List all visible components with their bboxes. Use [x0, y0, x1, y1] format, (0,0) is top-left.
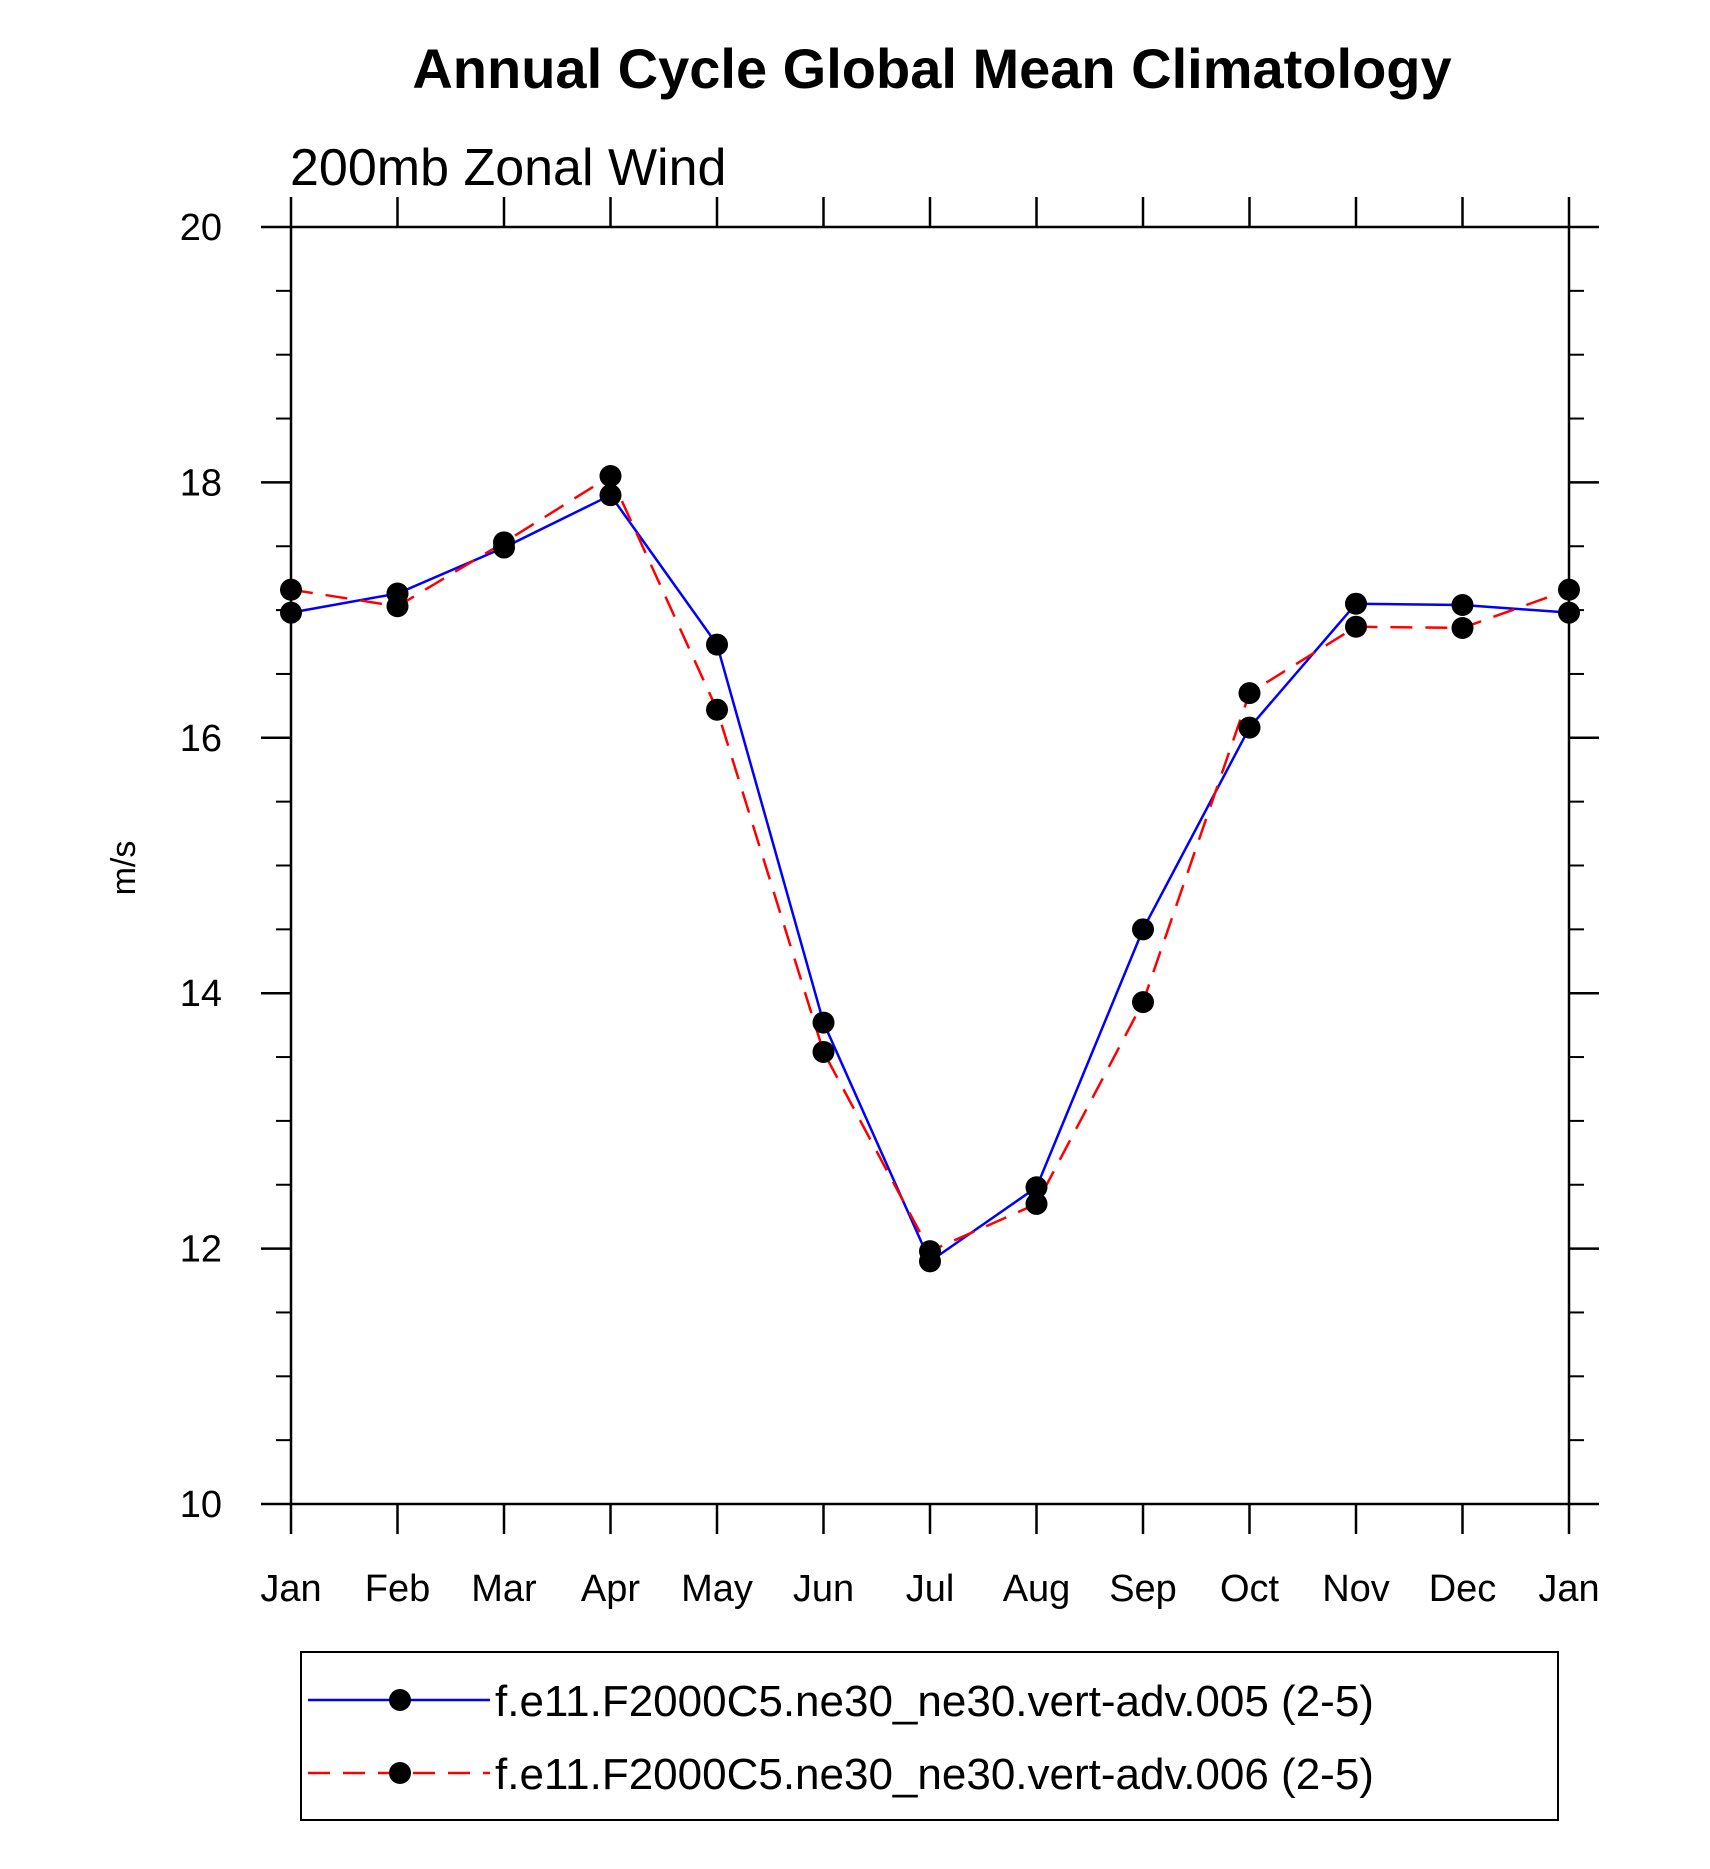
legend: f.e11.F2000C5.ne30_ne30.vert-adv.005 (2-…: [300, 1651, 1559, 1821]
data-point-series-2: [706, 698, 728, 721]
y-tick-label: 10: [180, 1484, 222, 1526]
legend-box: [300, 1651, 1559, 1821]
data-point-series-2: [1025, 1192, 1048, 1215]
data-point-series-2: [919, 1240, 941, 1263]
y-tick-label: 18: [180, 462, 222, 504]
data-point-series-1: [706, 633, 728, 656]
legend-label-series-2: f.e11.F2000C5.ne30_ne30.vert-adv.006 (2-…: [495, 1750, 1374, 1799]
y-tick-label: 14: [180, 973, 222, 1015]
data-point-series-1: [599, 484, 622, 507]
x-tick-label: Jun: [793, 1568, 854, 1610]
data-point-series-2: [1345, 615, 1367, 638]
data-point-series-1: [1132, 918, 1154, 941]
x-tick-label: Mar: [471, 1568, 537, 1610]
x-tick-label: Nov: [1322, 1568, 1390, 1610]
data-point-series-2: [599, 465, 622, 488]
x-tick-label: Jan: [260, 1568, 321, 1610]
x-tick-label: Dec: [1429, 1568, 1497, 1610]
x-tick-label: Jan: [1538, 1568, 1599, 1610]
data-point-series-1: [812, 1011, 835, 1034]
series-line-1: [290, 493, 1570, 1264]
x-tick-label: Oct: [1220, 1568, 1280, 1610]
y-axis-label: m/s: [105, 841, 143, 896]
series-line-2: [290, 474, 1570, 1253]
data-point-series-2: [1238, 682, 1261, 705]
data-point-series-1: [1025, 1176, 1048, 1199]
data-point-series-1: [1345, 592, 1367, 615]
data-point-series-2: [812, 1040, 835, 1063]
y-tick-label: 16: [180, 718, 222, 760]
legend-label-series-1: f.e11.F2000C5.ne30_ne30.vert-adv.005 (2-…: [495, 1677, 1374, 1726]
x-tick-label: May: [681, 1568, 753, 1610]
data-point-series-1: [1451, 593, 1474, 616]
legend-marker-series-1: [389, 1689, 411, 1711]
legend-marker-series-2: [389, 1762, 411, 1784]
data-point-series-2: [1132, 991, 1154, 1014]
chart-title: Annual Cycle Global Mean Climatology: [412, 37, 1451, 100]
data-point-series-2: [493, 531, 515, 554]
x-tick-label: Sep: [1109, 1568, 1177, 1610]
data-point-series-2: [386, 595, 409, 618]
y-tick-label: 12: [180, 1229, 222, 1271]
data-point-series-1: [1238, 716, 1261, 739]
x-tick-label: Aug: [1003, 1568, 1071, 1610]
chart-subtitle: 200mb Zonal Wind: [290, 139, 726, 197]
series-layer: [280, 465, 1580, 1273]
data-point-series-2: [1451, 616, 1474, 639]
x-tick-label: Jul: [906, 1568, 955, 1610]
x-tick-label: Apr: [581, 1568, 640, 1610]
plot-frame: [289, 225, 1571, 1506]
y-tick-label: 20: [180, 207, 222, 249]
axis-ticks: [261, 197, 1599, 1534]
tick-labels: Jan Feb Mar Apr May Jun Jul Aug Sep Oct Nov Dec Jan 1…: [180, 207, 1600, 1610]
x-tick-label: Feb: [365, 1568, 430, 1610]
